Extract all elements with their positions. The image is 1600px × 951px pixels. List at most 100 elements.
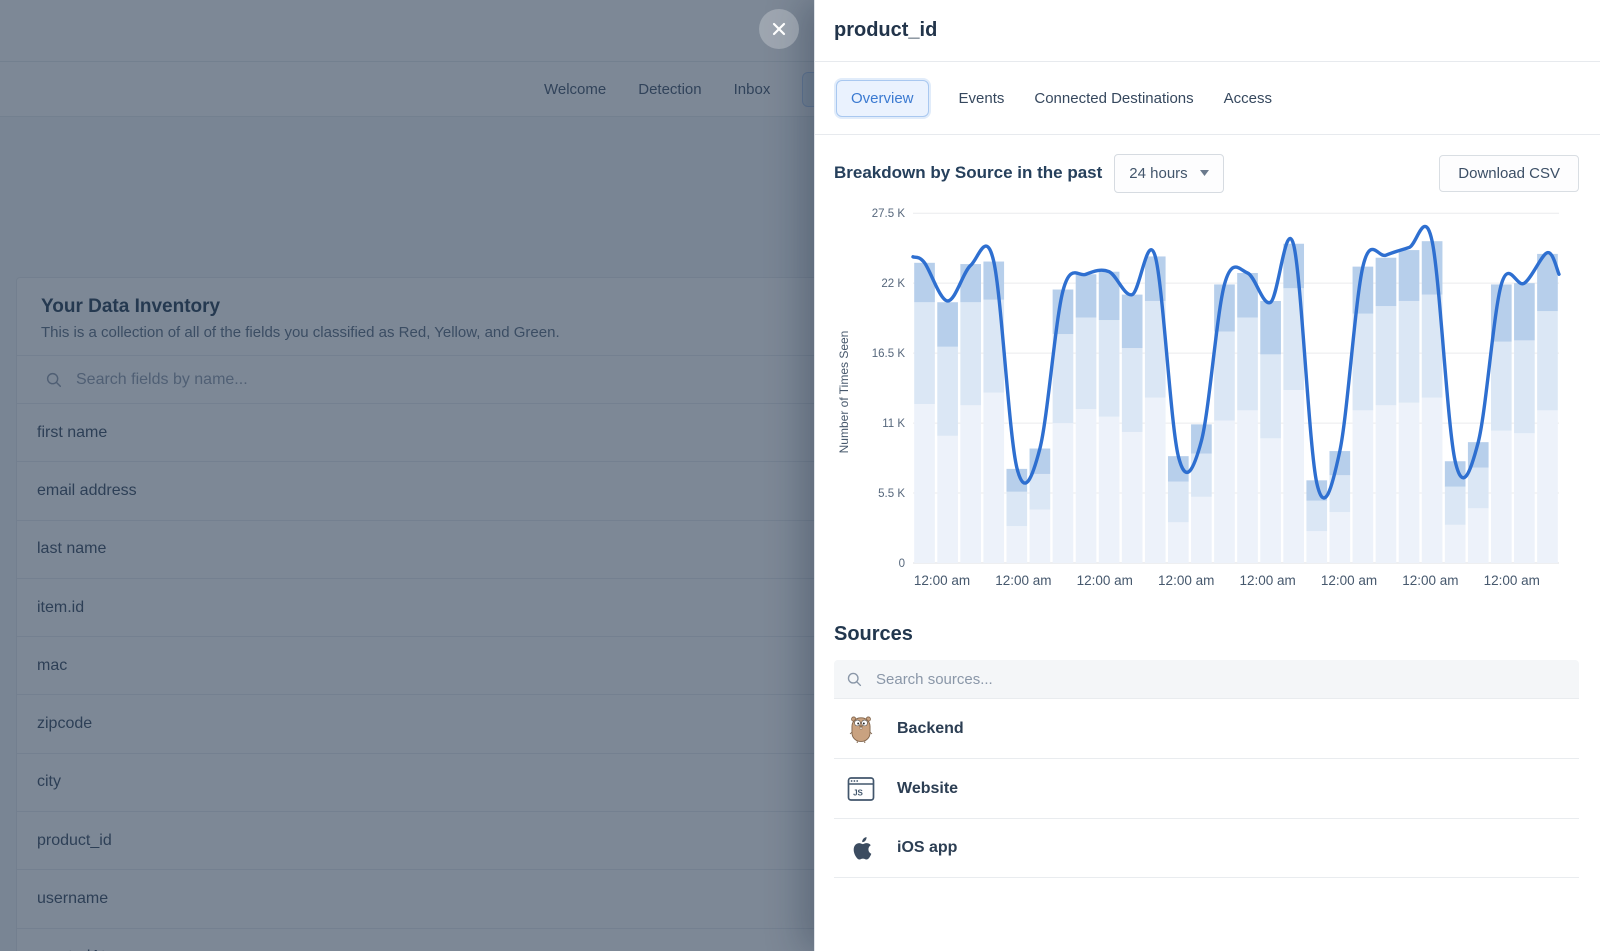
bar-segment bbox=[1237, 317, 1258, 411]
tab-overview[interactable]: Overview bbox=[836, 79, 929, 117]
bar-segment bbox=[1421, 294, 1443, 398]
bar-segment bbox=[1467, 508, 1489, 563]
y-tick-label: 0 bbox=[899, 558, 905, 570]
sources-list: Backend JS Website iOS app bbox=[834, 698, 1579, 878]
bar-segment bbox=[1329, 512, 1351, 563]
bar-segment bbox=[1375, 405, 1397, 563]
source-row[interactable]: iOS app bbox=[834, 818, 1579, 878]
bar-segment bbox=[914, 302, 935, 404]
bar-segment bbox=[1191, 496, 1212, 563]
tab-events[interactable]: Events bbox=[958, 89, 1005, 107]
x-tick-label: 12:00 am bbox=[1239, 573, 1295, 588]
bar-segment bbox=[1490, 341, 1512, 431]
y-tick-label: 16.5 K bbox=[872, 348, 906, 360]
bar-segment bbox=[1121, 431, 1143, 563]
source-name: Backend bbox=[897, 719, 964, 737]
breakdown-chart: 27.5 K 22 K 16.5 K 11 K 5.5 K 0 Number of Time… bbox=[834, 202, 1581, 605]
source-name: iOS app bbox=[897, 839, 958, 856]
bar-segment bbox=[1490, 284, 1512, 342]
bar-segment bbox=[1537, 253, 1558, 312]
time-range-value: 24 hours bbox=[1129, 164, 1188, 182]
breakdown-heading: Breakdown by Source in the past bbox=[834, 163, 1103, 182]
bar-segment bbox=[1237, 272, 1258, 318]
bar-segment bbox=[1075, 409, 1097, 563]
tab-connected-destinations[interactable]: Connected Destinations bbox=[1034, 89, 1194, 107]
bar-segment bbox=[1283, 390, 1305, 563]
bar-segment bbox=[1444, 461, 1466, 487]
sources-search-input[interactable] bbox=[874, 669, 1567, 689]
bar-segment bbox=[1306, 500, 1328, 532]
bar-segment bbox=[960, 405, 982, 563]
bar-segment bbox=[1029, 509, 1051, 563]
download-csv-button[interactable]: Download CSV bbox=[1439, 154, 1579, 192]
x-tick-label: 12:00 am bbox=[995, 573, 1051, 588]
total-line-series bbox=[911, 224, 1561, 500]
bar-segment bbox=[1237, 410, 1258, 563]
x-tick-label: 12:00 am bbox=[914, 573, 970, 588]
y-tick-label: 5.5 K bbox=[878, 488, 905, 500]
x-tick-label: 12:00 am bbox=[1158, 573, 1214, 588]
x-tick-label: 12:00 am bbox=[1402, 573, 1458, 588]
bar-segment bbox=[1098, 320, 1120, 417]
bar-segment bbox=[1352, 313, 1374, 411]
bar-segment bbox=[914, 404, 935, 563]
bar-segment bbox=[1467, 467, 1489, 509]
bar-segment bbox=[1006, 526, 1028, 563]
panel-title: product_id bbox=[834, 19, 938, 41]
source-row[interactable]: JS Website bbox=[834, 758, 1579, 818]
bar-segment bbox=[914, 262, 935, 303]
bar-segment bbox=[1121, 348, 1143, 432]
bar-segment bbox=[983, 392, 1005, 563]
tab-access[interactable]: Access bbox=[1223, 89, 1272, 107]
bar-segment bbox=[1537, 311, 1558, 411]
bar-segment bbox=[1398, 250, 1420, 301]
time-range-select[interactable]: 24 hours bbox=[1114, 153, 1224, 193]
source-row[interactable]: Backend bbox=[834, 698, 1579, 758]
sources-search-bar bbox=[834, 660, 1579, 698]
bar-segment bbox=[1398, 300, 1420, 403]
y-axis-label: Number of Times Seen bbox=[837, 331, 851, 454]
bar-segment bbox=[1260, 300, 1281, 355]
bar-segment bbox=[1375, 306, 1397, 406]
breakdown-chart-svg: 27.5 K 22 K 16.5 K 11 K 5.5 K 0 Number of Time… bbox=[837, 208, 1561, 588]
y-tick-label: 27.5 K bbox=[872, 208, 906, 220]
apple-icon bbox=[847, 834, 875, 862]
bar-segment bbox=[937, 346, 958, 436]
bar-segment bbox=[937, 435, 958, 563]
bar-segment bbox=[1006, 468, 1028, 492]
bar-segment bbox=[1098, 416, 1120, 563]
close-icon bbox=[771, 21, 787, 37]
bar-segment bbox=[1260, 354, 1281, 439]
x-tick-label: 12:00 am bbox=[1321, 573, 1377, 588]
bar-segment bbox=[1375, 257, 1397, 307]
bar-segment bbox=[1075, 317, 1097, 410]
close-button[interactable] bbox=[759, 9, 799, 49]
bar-segment bbox=[1444, 524, 1466, 563]
browser-js-icon: JS bbox=[847, 775, 875, 803]
bar-segment bbox=[937, 302, 958, 347]
x-tick-label: 12:00 am bbox=[1484, 573, 1540, 588]
bar-segment bbox=[960, 302, 982, 406]
gopher-icon bbox=[847, 715, 875, 743]
panel-header: product_id bbox=[815, 0, 1600, 62]
bar-segment bbox=[983, 299, 1005, 393]
bar-segment bbox=[1214, 331, 1235, 421]
y-tick-label: 22 K bbox=[881, 278, 905, 290]
bar-segment bbox=[1514, 340, 1535, 434]
bar-segment bbox=[1490, 430, 1512, 563]
bar-segment bbox=[1306, 531, 1328, 563]
breakdown-header-row: Breakdown by Source in the past 24 hours… bbox=[834, 152, 1579, 194]
bar-segment bbox=[1144, 300, 1166, 398]
bar-segment bbox=[1214, 420, 1235, 563]
bar-segment bbox=[1283, 288, 1305, 391]
panel-tabs: Overview Events Connected Destinations Acce… bbox=[815, 62, 1600, 135]
bar-segment bbox=[1537, 410, 1558, 563]
field-detail-panel: product_id Overview Events Connected Desti… bbox=[814, 0, 1600, 951]
bar-segment bbox=[1514, 283, 1535, 341]
modal-overlay[interactable] bbox=[0, 0, 814, 951]
bar-segment bbox=[1098, 271, 1120, 321]
source-name: Website bbox=[897, 779, 959, 797]
bar-segment bbox=[960, 264, 982, 303]
bar-segment bbox=[1191, 453, 1212, 497]
